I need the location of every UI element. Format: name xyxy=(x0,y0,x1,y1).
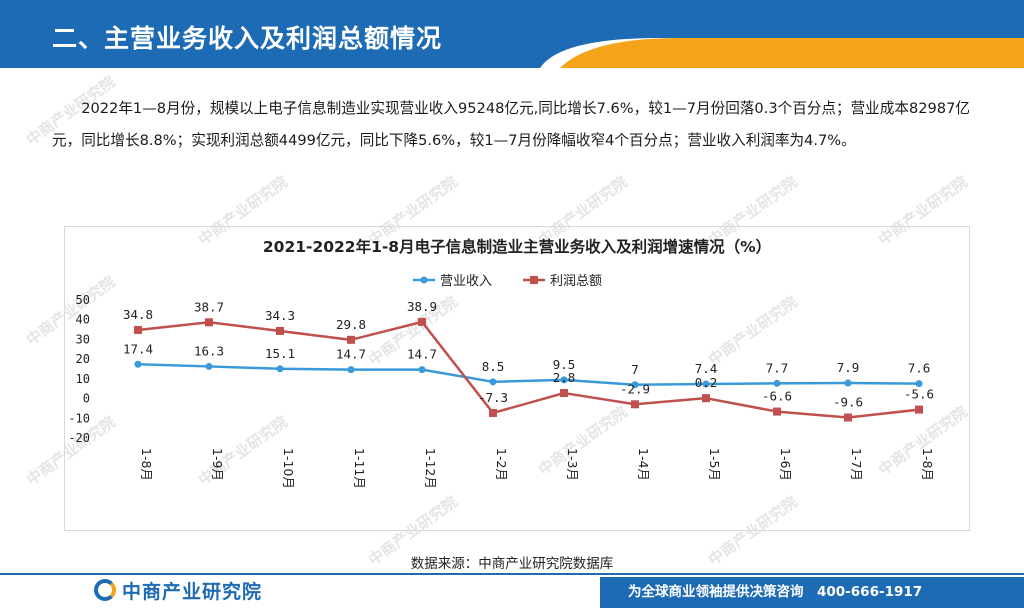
data-point-revenue xyxy=(489,378,497,386)
data-point-revenue xyxy=(347,366,355,374)
x-tick-label: 1-12月 xyxy=(423,448,438,489)
data-label-profit: -9.6 xyxy=(833,394,863,409)
data-point-profit xyxy=(560,389,568,398)
data-label-revenue: 8.5 xyxy=(482,359,505,374)
x-tick-label: 1-9月 xyxy=(210,448,225,481)
data-label-revenue: 7.7 xyxy=(766,360,789,375)
footer-logo: 中商产业研究院 xyxy=(94,577,262,603)
data-label-revenue: 7.4 xyxy=(695,361,718,376)
page-title: 二、主营业务收入及利润总额情况 xyxy=(52,24,443,53)
data-label-revenue: 15.1 xyxy=(265,346,295,361)
y-tick-label: 20 xyxy=(76,352,90,366)
x-tick-label: 1-4月 xyxy=(636,448,651,481)
data-label-profit: -7.3 xyxy=(478,390,508,405)
data-point-profit xyxy=(702,394,710,403)
data-point-revenue xyxy=(631,381,639,389)
data-point-revenue xyxy=(702,380,710,388)
logo-icon xyxy=(94,579,116,601)
data-label-profit: -2.9 xyxy=(620,381,650,396)
data-label-revenue: 7 xyxy=(631,362,639,377)
x-tick-label: 1-2月 xyxy=(494,448,509,481)
data-point-profit xyxy=(489,408,497,417)
data-point-profit xyxy=(134,325,142,334)
data-label-revenue: 16.3 xyxy=(194,343,224,358)
series-line-1 xyxy=(137,320,920,419)
y-tick-label: 10 xyxy=(76,372,90,386)
data-point-profit xyxy=(205,318,213,327)
header-band xyxy=(0,0,1024,68)
data-label-revenue: 14.7 xyxy=(407,347,437,362)
y-tick-label: 40 xyxy=(76,313,90,327)
data-point-profit xyxy=(347,335,355,344)
footer-slogan: 为全球商业领袖提供决策咨询 400-666-1917 xyxy=(628,584,923,600)
data-label-profit: 2.8 xyxy=(553,370,576,385)
data-point-revenue xyxy=(134,360,142,368)
footer-divider xyxy=(0,573,1024,575)
data-point-revenue xyxy=(915,380,923,388)
data-point-revenue xyxy=(418,366,426,374)
data-point-profit xyxy=(631,400,639,409)
data-label-profit: 29.8 xyxy=(336,317,366,332)
legend-marker-1 xyxy=(530,276,538,284)
data-label-profit: 38.9 xyxy=(407,299,437,314)
chart-title: 2021-2022年1-8月电子信息制造业主营业务收入及利润增速情况（%） xyxy=(263,237,771,256)
series-line-0 xyxy=(137,363,920,387)
data-label-profit: 38.7 xyxy=(194,299,224,314)
x-tick-label: 1-10月 xyxy=(281,448,296,489)
data-label-revenue: 9.5 xyxy=(553,357,576,372)
footer-band xyxy=(600,577,1024,608)
data-source: 数据来源：中商产业研究院数据库 xyxy=(410,556,614,572)
data-point-revenue xyxy=(205,362,213,370)
x-tick-label: 1-8月 xyxy=(139,448,154,481)
x-tick-label: 1-6月 xyxy=(778,448,793,481)
data-point-profit xyxy=(844,413,852,422)
legend-marker-0 xyxy=(420,276,428,284)
data-label-profit: -5.6 xyxy=(904,387,934,402)
logo-text: 中商产业研究院 xyxy=(122,580,263,603)
legend-label-1: 利润总额 xyxy=(550,274,602,289)
x-tick-label: 1-7月 xyxy=(849,448,864,481)
y-tick-label: 50 xyxy=(76,293,90,307)
legend-label-0: 营业收入 xyxy=(440,274,492,289)
x-tick-label: 1-11月 xyxy=(352,448,367,489)
data-point-revenue xyxy=(844,379,852,387)
data-label-revenue: 7.6 xyxy=(908,361,931,376)
y-tick-label: 30 xyxy=(76,332,90,346)
line-chart: 2021-2022年1-8月电子信息制造业主营业务收入及利润增速情况（%） 营业收… xyxy=(68,237,935,489)
data-label-profit: 0.2 xyxy=(695,375,718,390)
data-label-revenue: 17.4 xyxy=(123,341,153,356)
x-tick-label: 1-3月 xyxy=(565,448,580,481)
data-point-profit xyxy=(418,317,426,326)
data-label-revenue: 7.9 xyxy=(837,360,860,375)
intro-paragraph: 2022年1—8月份，规模以上电子信息制造业实现营业收入95248亿元,同比增长… xyxy=(52,100,970,149)
data-label-profit: -6.6 xyxy=(762,389,792,404)
x-tick-label: 1-8月 xyxy=(920,448,935,481)
chart-frame xyxy=(64,226,970,531)
data-point-profit xyxy=(276,326,284,335)
data-point-profit xyxy=(915,405,923,414)
data-label-profit: 34.3 xyxy=(265,308,295,323)
data-point-profit xyxy=(773,407,781,416)
data-point-revenue xyxy=(276,365,284,373)
data-point-revenue xyxy=(560,376,568,384)
x-tick-label: 1-5月 xyxy=(707,448,722,481)
data-label-revenue: 14.7 xyxy=(336,347,366,362)
data-point-revenue xyxy=(773,379,781,387)
y-tick-label: 0 xyxy=(83,392,90,406)
data-label-profit: 34.8 xyxy=(123,307,153,322)
y-tick-label: -20 xyxy=(68,431,90,445)
y-tick-label: -10 xyxy=(68,411,90,425)
